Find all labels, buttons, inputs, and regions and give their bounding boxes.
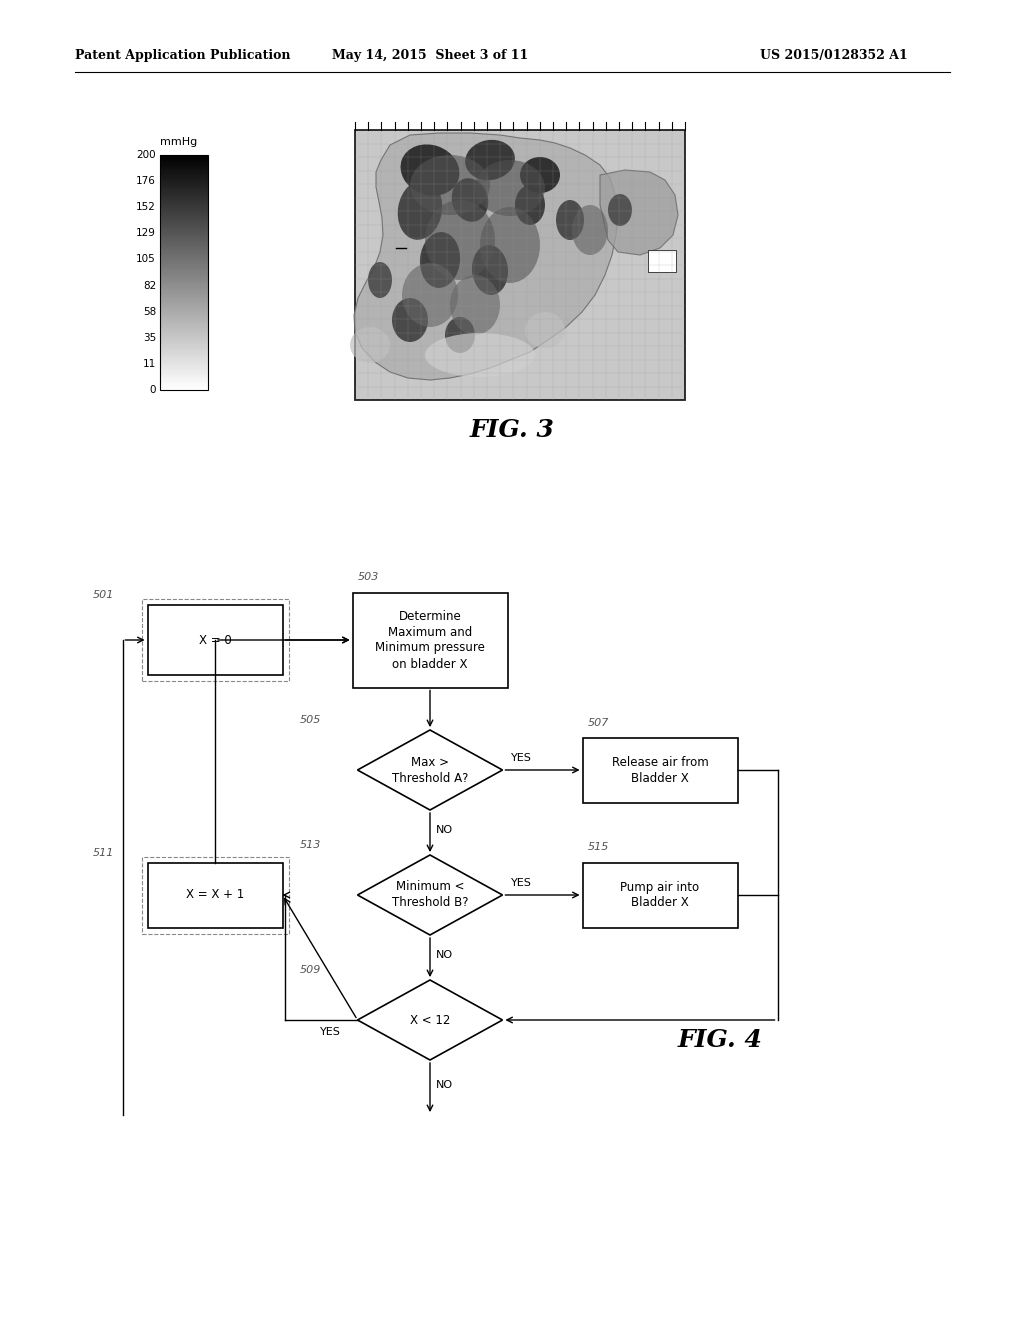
Text: mmHg: mmHg (161, 137, 198, 147)
Text: 176: 176 (136, 176, 156, 186)
Text: US 2015/0128352 A1: US 2015/0128352 A1 (760, 49, 907, 62)
FancyBboxPatch shape (147, 862, 283, 928)
Ellipse shape (515, 185, 545, 224)
Text: Pump air into
Bladder X: Pump air into Bladder X (621, 880, 699, 909)
Text: 105: 105 (136, 255, 156, 264)
FancyBboxPatch shape (583, 862, 737, 928)
Text: Max >
Threshold A?: Max > Threshold A? (392, 755, 468, 784)
Bar (160, 154, 208, 389)
Ellipse shape (475, 160, 545, 216)
Text: 11: 11 (142, 359, 156, 368)
Text: 501: 501 (92, 590, 114, 601)
Ellipse shape (392, 298, 428, 342)
Polygon shape (354, 133, 618, 380)
Text: X = X + 1: X = X + 1 (186, 888, 244, 902)
Text: 35: 35 (142, 333, 156, 343)
Text: FIG. 3: FIG. 3 (470, 418, 554, 442)
Text: NO: NO (436, 1080, 454, 1090)
Text: YES: YES (511, 752, 531, 763)
Ellipse shape (402, 263, 458, 327)
Polygon shape (600, 170, 678, 255)
Ellipse shape (608, 194, 632, 226)
Text: Release air from
Bladder X: Release air from Bladder X (611, 755, 709, 784)
Text: 507: 507 (588, 718, 609, 727)
Ellipse shape (450, 275, 500, 335)
Text: NO: NO (436, 950, 454, 960)
Text: May 14, 2015  Sheet 3 of 11: May 14, 2015 Sheet 3 of 11 (332, 49, 528, 62)
Ellipse shape (520, 157, 560, 193)
Ellipse shape (368, 261, 392, 298)
Ellipse shape (525, 312, 565, 348)
Ellipse shape (425, 201, 495, 280)
Text: NO: NO (436, 825, 454, 836)
Text: 515: 515 (588, 842, 609, 853)
Text: 82: 82 (142, 281, 156, 290)
Text: X = 0: X = 0 (199, 634, 231, 647)
Ellipse shape (556, 201, 584, 240)
Text: 509: 509 (299, 965, 321, 975)
Bar (648, 249, 676, 272)
Text: 200: 200 (136, 150, 156, 160)
Ellipse shape (397, 181, 442, 240)
Text: 503: 503 (357, 573, 379, 582)
FancyBboxPatch shape (147, 605, 283, 675)
Polygon shape (357, 730, 503, 810)
FancyBboxPatch shape (583, 738, 737, 803)
Ellipse shape (465, 140, 515, 180)
Ellipse shape (420, 232, 460, 288)
Ellipse shape (445, 317, 475, 352)
Ellipse shape (410, 154, 490, 215)
Ellipse shape (480, 207, 540, 282)
Text: YES: YES (319, 1027, 340, 1038)
Text: 152: 152 (136, 202, 156, 213)
Text: 511: 511 (92, 847, 114, 858)
Ellipse shape (472, 246, 508, 294)
Text: YES: YES (511, 878, 531, 888)
Text: 129: 129 (136, 228, 156, 239)
Text: 513: 513 (299, 840, 321, 850)
Ellipse shape (400, 144, 460, 195)
Text: X < 12: X < 12 (410, 1014, 451, 1027)
Ellipse shape (572, 205, 608, 255)
Text: FIG. 4: FIG. 4 (678, 1028, 763, 1052)
Ellipse shape (452, 178, 488, 222)
Text: Determine
Maximum and
Minimum pressure
on bladder X: Determine Maximum and Minimum pressure o… (375, 610, 485, 671)
Text: 0: 0 (150, 385, 156, 395)
Polygon shape (357, 855, 503, 935)
Bar (355, 129, 685, 400)
Ellipse shape (350, 327, 390, 363)
Ellipse shape (425, 333, 535, 378)
Text: 505: 505 (299, 715, 321, 725)
FancyBboxPatch shape (352, 593, 508, 688)
Polygon shape (357, 979, 503, 1060)
Text: 58: 58 (142, 306, 156, 317)
Text: Patent Application Publication: Patent Application Publication (75, 49, 291, 62)
Text: Minimum <
Threshold B?: Minimum < Threshold B? (392, 880, 468, 909)
